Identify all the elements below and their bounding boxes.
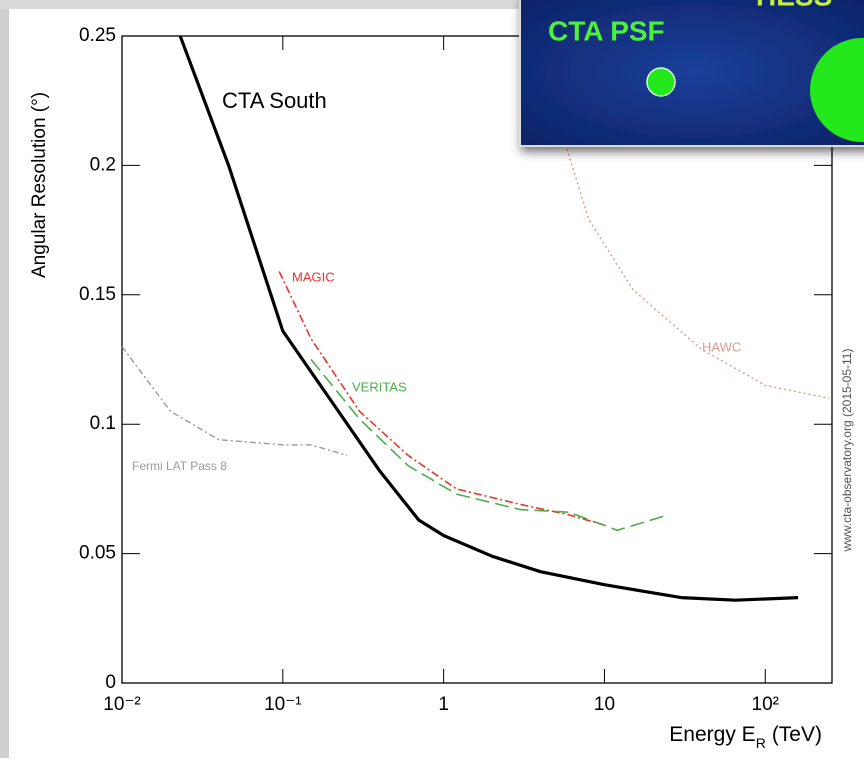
plot-frame (121, 35, 833, 684)
inset-label: CTA PSF (548, 15, 665, 46)
inset-panel (519, 0, 864, 147)
y-tick-label: 0.15 (79, 284, 116, 305)
frame-edge (0, 8, 9, 758)
series-line (278, 271, 605, 526)
y-tick-label: 0 (105, 672, 116, 693)
series-label: VERITAS (352, 379, 407, 394)
series-label: CTA South (222, 88, 327, 113)
x-tick-label: 10⁻¹ (264, 694, 302, 715)
x-label-unit: (TeV) (772, 723, 822, 746)
y-tick-label: 0.2 (90, 154, 116, 175)
y-tick-label: 0.1 (90, 413, 116, 434)
x-tick-label: 1 (438, 694, 449, 715)
x-axis-label: Energy ER (TeV) (669, 723, 822, 751)
series-label: MAGIC (292, 269, 335, 284)
y-tick-label: 0.25 (79, 25, 116, 46)
frame-edge (0, 0, 864, 9)
psf-circle (646, 67, 676, 97)
psf-circle (810, 38, 864, 142)
x-tick-label: 10⁻² (103, 694, 141, 715)
inset-label: HESS (756, 0, 832, 11)
x-label-subscript: R (756, 735, 766, 751)
series-line (310, 358, 669, 532)
series-label: Fermi LAT Pass 8 (132, 459, 227, 473)
x-tick-label: 10 (594, 694, 615, 715)
y-tick-label: 0.05 (79, 543, 116, 564)
x-label-text: Energy E (669, 723, 755, 746)
series-line (563, 139, 830, 399)
watermark: www.cta-observatory.org (2015-05-11) (840, 349, 854, 553)
y-axis-label: Angular Resolution (°) (29, 92, 50, 278)
inset: CTA PSF HESS (519, 0, 864, 147)
series-line (121, 346, 347, 456)
plot: 10⁻² 10⁻¹ 1 10 10² 0 0.05 0.1 0.15 0.2 0.25 CTA Sou… (79, 25, 833, 715)
x-tick-label: 10² (752, 694, 779, 715)
series-line (178, 35, 799, 602)
series-label: HAWC (702, 339, 741, 354)
